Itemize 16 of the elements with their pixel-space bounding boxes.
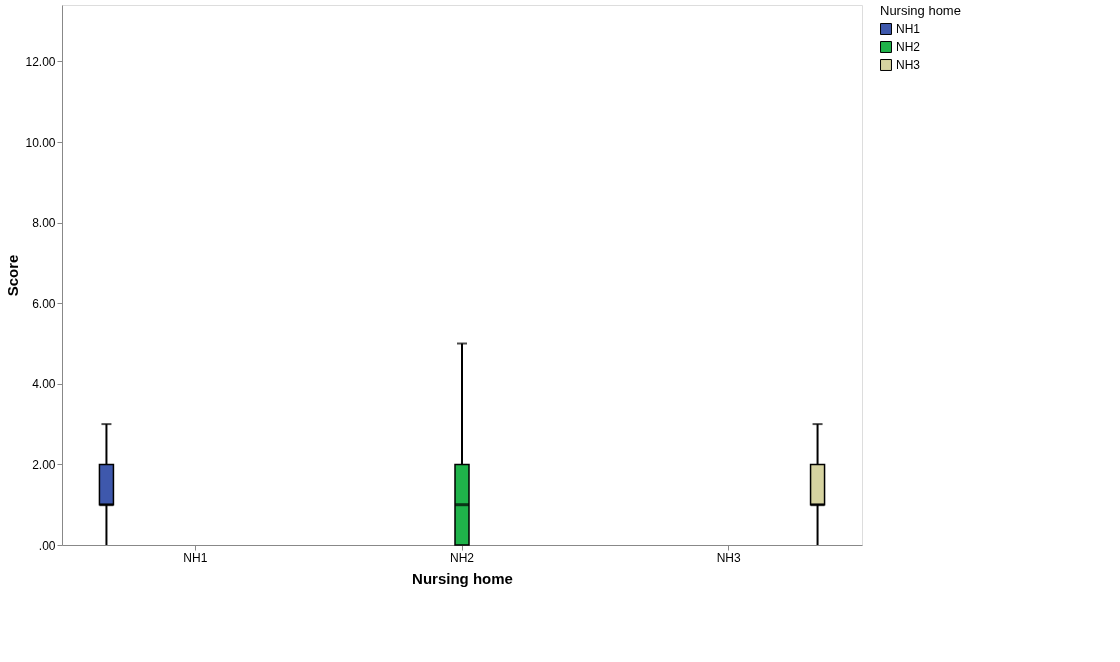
legend-label: NH3 [896,58,921,72]
legend-title: Nursing home [880,3,961,18]
y-tick-label: 4.00 [32,377,56,392]
y-tick-label: 10.00 [25,135,56,150]
x-tick-label: NH3 [716,550,741,565]
y-axis-title: Score [4,254,22,297]
y-tick-label: .00 [38,538,56,553]
legend-label: NH2 [896,40,921,54]
y-tick-label: 8.00 [32,216,56,231]
legend-label: NH1 [896,22,921,36]
x-tick-label: NH1 [183,550,208,565]
y-tick-label: 12.00 [25,54,56,69]
x-tick-label: NH2 [449,550,475,565]
y-tick-label: 2.00 [32,457,56,472]
x-axis-title: Nursing home [412,569,513,587]
y-tick-label: 6.00 [32,296,56,311]
